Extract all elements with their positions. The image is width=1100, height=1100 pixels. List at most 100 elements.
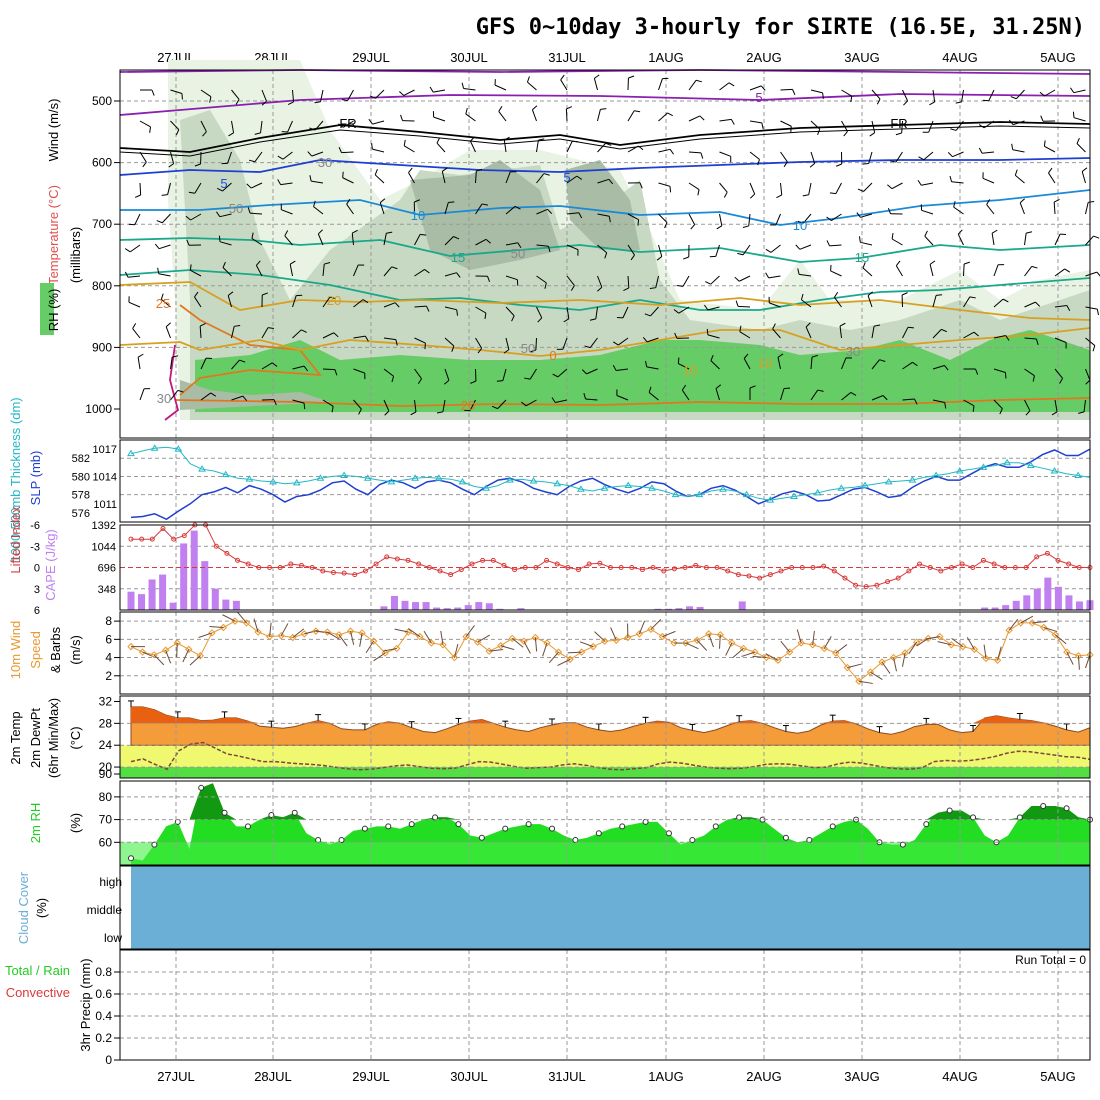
wind-barb-10m xyxy=(327,631,340,640)
wind-barb-flag xyxy=(669,186,672,193)
wind-barb-flag xyxy=(887,207,891,214)
wind-barb-flag xyxy=(124,248,131,253)
panel5-grid xyxy=(120,696,1090,778)
wind-barb-flag xyxy=(168,163,174,168)
wind-barb-flag xyxy=(289,260,296,265)
wind-barb-flag xyxy=(642,337,648,343)
wind-barb-10m xyxy=(1077,655,1080,670)
lifted-index-point xyxy=(661,568,667,574)
wind-barb-10m xyxy=(951,637,964,648)
contour-label: 30 xyxy=(157,391,171,406)
y-tick-label: 0.8 xyxy=(95,965,112,979)
wind-barb-flag xyxy=(667,112,674,117)
wind-speed-point xyxy=(970,645,979,654)
cloud-cover-area xyxy=(131,866,1090,949)
wind-barb-flag xyxy=(1026,231,1033,234)
wind-barb-flag xyxy=(669,149,674,155)
lifted-index-point xyxy=(245,561,251,567)
wind-speed-point xyxy=(543,639,551,647)
wind-barb-flag xyxy=(703,304,709,311)
thickness-point xyxy=(245,475,254,482)
wind-barb xyxy=(839,326,842,339)
wind-barb xyxy=(383,302,396,308)
wind-barb xyxy=(529,368,537,380)
wind-barb-flag xyxy=(805,322,811,328)
wind-speed-point xyxy=(439,641,447,649)
rh2m-point xyxy=(712,823,719,830)
contour-label: 5 xyxy=(220,176,227,191)
date-label-bottom: 27JUL xyxy=(157,1069,195,1084)
wind-barb-flag xyxy=(600,108,607,110)
wind-barb xyxy=(160,298,171,308)
wind-speed-point xyxy=(335,631,343,639)
wind-barb-flag xyxy=(728,82,735,87)
panel6-series xyxy=(120,783,1093,865)
wind-barb-flag xyxy=(834,291,839,298)
wind-barb xyxy=(320,89,324,102)
wind-barb xyxy=(292,399,305,404)
panel3-series xyxy=(120,522,1094,610)
wind-barb-flag xyxy=(436,137,441,144)
wind-barb-flag xyxy=(895,132,902,136)
wind-barb xyxy=(414,234,421,246)
wind-barb-flag xyxy=(424,269,430,274)
wind-barb-flag xyxy=(132,323,137,329)
rh2m-point xyxy=(502,825,509,832)
wind-barb xyxy=(595,306,598,319)
wind-barb xyxy=(536,173,545,184)
lifted-index-point xyxy=(874,582,880,588)
wind-barb-10m xyxy=(1008,618,1019,631)
wind-barb-flag xyxy=(476,168,483,172)
wind-barb xyxy=(993,335,1006,339)
cloud-level-middle: middle xyxy=(87,903,123,917)
wind-barb xyxy=(802,213,812,224)
wind-barb-10m xyxy=(373,652,386,662)
wind-barb-flag xyxy=(809,163,816,168)
wind-barb xyxy=(505,205,516,215)
wind-barb xyxy=(902,327,909,339)
cape-bar xyxy=(232,600,240,610)
wind-barb-flag xyxy=(608,178,614,185)
wind-barb-flag xyxy=(936,294,943,296)
wind-barb xyxy=(536,208,548,215)
wind-barb-flag xyxy=(186,239,190,246)
date-label-top: 4AUG xyxy=(942,50,977,65)
wind-barb-flag xyxy=(918,156,925,161)
wind-barb-10m xyxy=(511,638,524,648)
wind-speed-point xyxy=(1051,631,1060,639)
y-tick-label: 600 xyxy=(92,156,112,170)
wind-barb-flag xyxy=(246,183,252,189)
cape-bar xyxy=(517,608,525,610)
wind-barb-flag xyxy=(185,215,191,221)
thickness-point xyxy=(434,474,443,481)
wind-barb-flag xyxy=(604,252,608,259)
wind-barb xyxy=(170,120,180,130)
wind-barb xyxy=(597,275,603,288)
wind-barb-flag xyxy=(1081,167,1088,172)
lifted-index-point xyxy=(288,561,294,567)
lifted-index-point xyxy=(1044,550,1050,556)
lifted-index-point xyxy=(309,565,315,570)
wind-barb xyxy=(347,89,354,101)
wind-barb-flag xyxy=(400,114,403,121)
wind-speed-point xyxy=(670,639,678,647)
wind-barb-flag xyxy=(251,232,254,239)
wind-barb-flag xyxy=(856,212,861,218)
wind-barb xyxy=(901,120,903,134)
wind-barb-flag xyxy=(395,339,398,346)
wind-barb-flag xyxy=(552,373,559,378)
wind-speed-point xyxy=(161,646,170,654)
lifted-index-point xyxy=(778,568,784,574)
wind-speed-point xyxy=(947,641,956,649)
wind-barb xyxy=(646,337,659,343)
wind-barb-flag xyxy=(309,127,316,131)
panel-precip: 0.8 0.6 0.4 0.2 0 Run Total = 0 Total / Rain… xyxy=(5,949,1091,1067)
thickness-point xyxy=(671,490,680,498)
wind-barb-10m xyxy=(780,640,790,653)
wind-barb-10m xyxy=(557,658,571,666)
wind-barb xyxy=(1024,301,1036,308)
wind-barb-10m xyxy=(523,640,531,654)
wind-barb xyxy=(222,267,232,277)
lifted-index-point xyxy=(330,569,336,575)
wind-barb-flag xyxy=(1078,411,1085,414)
